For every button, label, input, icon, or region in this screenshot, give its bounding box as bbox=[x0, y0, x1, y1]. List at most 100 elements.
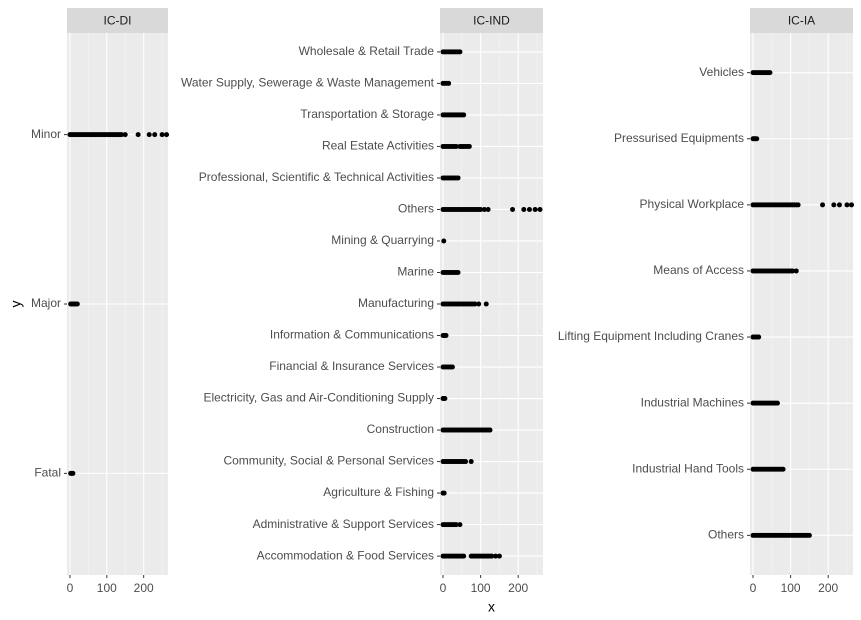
y-tick-label: Fatal bbox=[34, 466, 61, 480]
strip-title: IC-DI bbox=[104, 14, 132, 28]
x-tick-label: 100 bbox=[781, 581, 801, 595]
point bbox=[521, 206, 527, 212]
point bbox=[532, 206, 538, 212]
point bbox=[754, 136, 760, 142]
point bbox=[453, 522, 459, 528]
y-tick-label: Means of Access bbox=[653, 263, 744, 277]
y-tick-label: Agriculture & Fishing bbox=[323, 485, 434, 499]
point bbox=[446, 80, 452, 86]
point bbox=[483, 301, 489, 307]
y-tick-label: Industrial Hand Tools bbox=[632, 461, 744, 475]
point bbox=[472, 301, 478, 307]
point bbox=[449, 364, 455, 370]
y-tick-label: Mining & Quarrying bbox=[331, 233, 434, 247]
point bbox=[774, 400, 780, 406]
point bbox=[831, 202, 837, 208]
y-tick-label: Real Estate Activities bbox=[322, 139, 434, 153]
y-tick-label: Wholesale & Retail Trade bbox=[299, 44, 435, 58]
point bbox=[441, 490, 447, 496]
y-tick-label: Accommodation & Food Services bbox=[257, 548, 434, 562]
point bbox=[848, 202, 854, 208]
y-tick-label: Others bbox=[708, 528, 744, 542]
point bbox=[836, 202, 842, 208]
point bbox=[457, 522, 463, 528]
point bbox=[119, 132, 125, 138]
point bbox=[441, 238, 447, 244]
x-axis-title: x bbox=[488, 599, 495, 615]
point bbox=[152, 132, 158, 138]
point bbox=[487, 427, 493, 433]
y-tick-label: Manufacturing bbox=[358, 296, 434, 310]
strip bbox=[67, 8, 168, 33]
point bbox=[461, 553, 467, 559]
x-tick-label: 100 bbox=[471, 581, 491, 595]
point bbox=[159, 132, 165, 138]
point bbox=[767, 70, 773, 76]
x-tick-label: 100 bbox=[97, 581, 117, 595]
point bbox=[461, 112, 467, 118]
point bbox=[485, 206, 491, 212]
point bbox=[478, 206, 484, 212]
point bbox=[806, 532, 812, 538]
x-tick-label: 0 bbox=[67, 581, 74, 595]
point bbox=[466, 143, 472, 149]
x-tick-label: 200 bbox=[818, 581, 838, 595]
point bbox=[756, 334, 762, 340]
y-tick-label: Transportation & Storage bbox=[300, 107, 434, 121]
y-tick-label: Construction bbox=[367, 422, 434, 436]
point bbox=[453, 143, 459, 149]
x-tick-label: 0 bbox=[750, 581, 757, 595]
point bbox=[457, 49, 463, 55]
point bbox=[481, 206, 487, 212]
point bbox=[122, 132, 128, 138]
point bbox=[70, 470, 76, 476]
x-tick-label: 200 bbox=[508, 581, 528, 595]
y-tick-label: Pressurised Equipments bbox=[614, 131, 744, 145]
point bbox=[135, 132, 141, 138]
point bbox=[793, 268, 799, 274]
y-tick-label: Vehicles bbox=[699, 65, 744, 79]
point bbox=[493, 553, 499, 559]
y-tick-label: Community, Social & Personal Services bbox=[223, 454, 434, 468]
y-tick-label: Marine bbox=[397, 265, 434, 279]
point bbox=[780, 466, 786, 472]
y-tick-label: Industrial Machines bbox=[641, 395, 744, 409]
x-tick-label: 200 bbox=[134, 581, 154, 595]
point bbox=[442, 396, 448, 402]
y-tick-label: Lifting Equipment Including Cranes bbox=[558, 329, 744, 343]
y-tick-label: Financial & Insurance Services bbox=[269, 359, 434, 373]
point bbox=[164, 132, 170, 138]
strip-title: IC-IND bbox=[473, 14, 510, 28]
point bbox=[463, 459, 469, 465]
point bbox=[820, 202, 826, 208]
point bbox=[476, 301, 482, 307]
point bbox=[74, 301, 80, 307]
point bbox=[844, 202, 850, 208]
y-tick-label: Minor bbox=[31, 127, 61, 141]
point bbox=[146, 132, 152, 138]
point bbox=[489, 553, 495, 559]
point bbox=[455, 175, 461, 181]
point bbox=[496, 553, 502, 559]
point bbox=[510, 206, 516, 212]
strip bbox=[440, 8, 543, 33]
point bbox=[455, 269, 461, 275]
point bbox=[795, 202, 801, 208]
point bbox=[526, 206, 532, 212]
y-tick-label: Major bbox=[31, 296, 61, 310]
strip-title: IC-IA bbox=[788, 14, 815, 28]
y-tick-label: Electricity, Gas and Air-Conditioning Su… bbox=[203, 391, 434, 405]
y-tick-label: Information & Communications bbox=[270, 328, 434, 342]
y-tick-label: Physical Workplace bbox=[640, 197, 745, 211]
x-tick-label: 0 bbox=[440, 581, 447, 595]
point bbox=[789, 268, 795, 274]
point bbox=[468, 459, 474, 465]
strip bbox=[750, 8, 853, 33]
y-tick-label: Professional, Scientific & Technical Act… bbox=[199, 170, 434, 184]
y-tick-label: Others bbox=[398, 202, 434, 216]
y-tick-label: Water Supply, Sewerage & Waste Managemen… bbox=[181, 76, 435, 90]
point bbox=[537, 206, 543, 212]
y-axis-title: y bbox=[8, 301, 24, 308]
